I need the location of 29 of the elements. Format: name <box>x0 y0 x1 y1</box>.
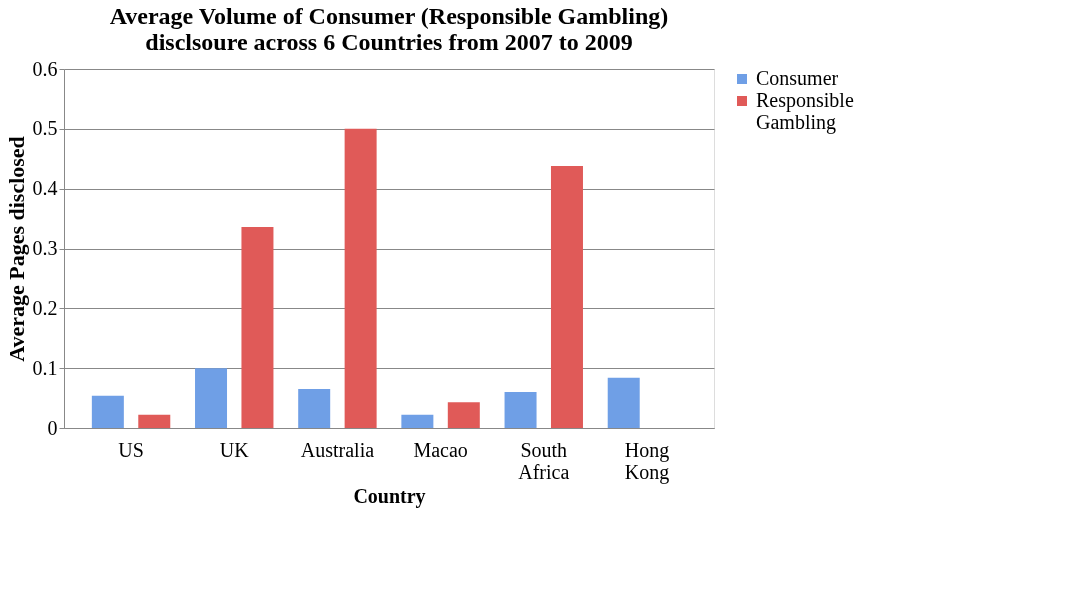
x-axis-title: Country <box>353 484 426 508</box>
chart-title: Average Volume of Consumer (Responsible Gambling) disclsoure across 6 Countries from 2007 to 2009 <box>109 3 669 55</box>
bar <box>607 377 640 428</box>
bar <box>91 395 124 428</box>
bar <box>504 392 537 428</box>
y-tick-label: 0 <box>47 416 58 439</box>
y-tick-label: 0.6 <box>32 57 58 80</box>
x-tick-label: Australia <box>300 438 375 461</box>
y-tick-label: 0.1 <box>32 356 58 379</box>
x-tick-label: US <box>118 438 144 461</box>
x-tick-label: Macao <box>413 438 468 461</box>
y-tick-label: 0.2 <box>32 296 58 319</box>
y-tick-label: 0.3 <box>32 237 58 259</box>
bar <box>138 414 171 428</box>
y-tick-label: 0.4 <box>32 177 58 200</box>
bar <box>195 368 228 428</box>
bar <box>447 402 480 428</box>
y-axis-title: Average Pages disclosed <box>3 136 29 362</box>
y-tick-label: 0.5 <box>32 117 58 140</box>
bar <box>241 226 274 428</box>
x-tick-label: UK <box>219 438 250 461</box>
x-tick-label: South Africa <box>518 438 570 483</box>
x-tick-label: Hong Kong <box>624 438 670 484</box>
legend-label: Consumer <box>756 67 839 89</box>
bar <box>550 165 583 428</box>
bar <box>344 128 377 428</box>
legend-label: Responsible Gambling <box>756 89 854 134</box>
bar <box>298 389 331 428</box>
bar <box>401 414 434 428</box>
